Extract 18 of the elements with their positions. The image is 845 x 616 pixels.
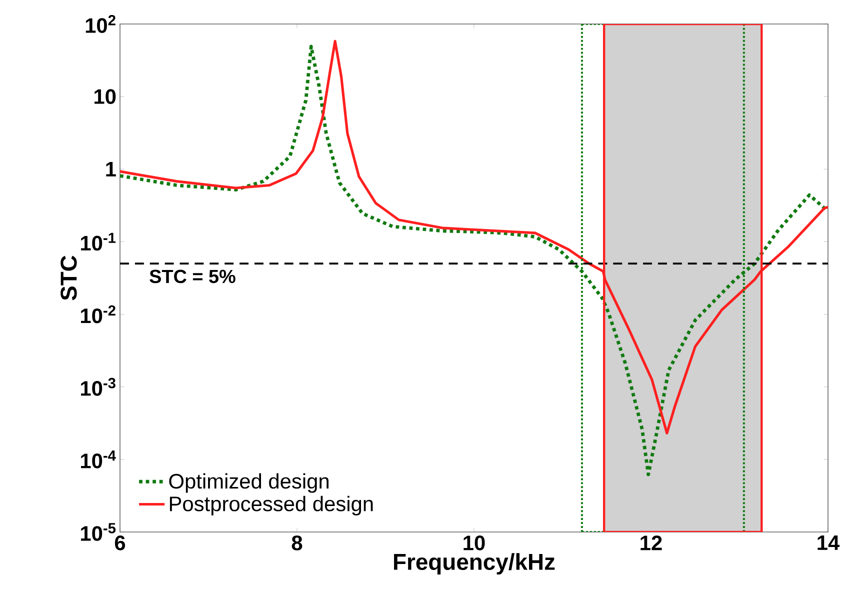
- y-tick-label: 10$^{-3}$: [81, 378, 116, 396]
- y-tick-label: 1: [106, 162, 116, 176]
- x-tick-label: 14: [818, 536, 840, 550]
- y-axis-title: STC: [60, 256, 77, 300]
- y-tick-label: 10$^{2}$: [86, 15, 116, 33]
- y-tick-label: 10$^{-4}$: [81, 450, 116, 468]
- y-tick-label: 10$^{-2}$: [81, 305, 116, 324]
- legend-label: Postprocessed design: [170, 496, 373, 516]
- x-tick-label: 10: [464, 536, 485, 550]
- x-tick-label: 8: [292, 536, 302, 550]
- x-axis-title: Frequency/kHz: [394, 553, 555, 575]
- y-tick-label: 10: [94, 89, 116, 104]
- legend-label: Optimized design: [169, 473, 328, 493]
- x-tick-label: 12: [640, 536, 662, 550]
- y-tick-label: 10$^{-5}$: [81, 523, 116, 541]
- x-tick-label: 6: [114, 536, 126, 550]
- y-tick-label: 10$^{-1}$: [81, 232, 116, 251]
- ref-line-label: STC = 5%: [150, 270, 236, 284]
